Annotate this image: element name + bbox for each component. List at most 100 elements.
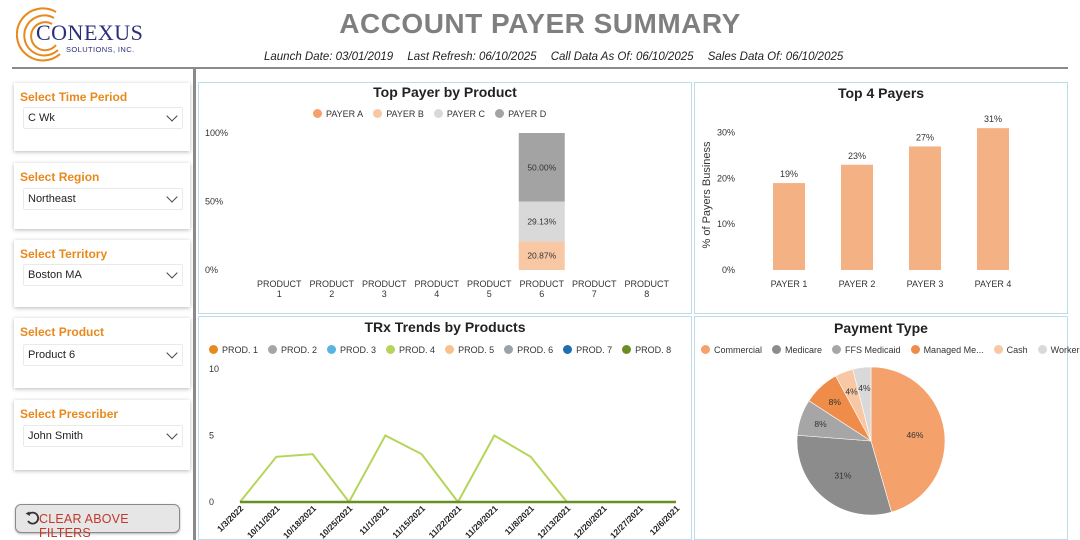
dropdown-value: Boston MA bbox=[28, 269, 82, 281]
trx-title: TRx Trends by Products bbox=[364, 319, 526, 335]
sales-data-date: Sales Data Of: 06/10/2025 bbox=[707, 51, 844, 63]
pie-data-label: 46% bbox=[906, 430, 923, 440]
legend-item[interactable]: PAYER B bbox=[373, 109, 424, 119]
y-tick-label: 10 bbox=[209, 364, 219, 374]
filter-label: Select Territory bbox=[20, 247, 108, 261]
chevron-down-icon bbox=[166, 191, 178, 203]
x-tick-label: 5 bbox=[487, 289, 492, 299]
top-payer-title: Top Payer by Product bbox=[373, 84, 517, 100]
legend-item[interactable]: PROD. 3 bbox=[327, 345, 376, 355]
legend-label: Commercial bbox=[714, 345, 763, 355]
y-tick-label: 30% bbox=[717, 128, 735, 138]
legend-dot-icon bbox=[832, 345, 842, 354]
legend-dot-icon bbox=[373, 109, 383, 118]
legend-item[interactable]: PROD. 1 bbox=[209, 345, 258, 355]
x-tick-label: 12/27/2021 bbox=[608, 503, 645, 540]
x-tick-label: 11/8/2021 bbox=[503, 503, 537, 537]
legend-item[interactable]: Cash bbox=[993, 345, 1028, 355]
x-tick-label: 11/15/2021 bbox=[390, 503, 427, 540]
x-tick-label: PAYER 3 bbox=[907, 279, 944, 289]
legend-dot-icon bbox=[268, 345, 278, 354]
x-tick-label: 10/18/2021 bbox=[281, 503, 318, 540]
last-refresh: Last Refresh: 06/10/2025 bbox=[407, 51, 537, 63]
legend-dot-icon bbox=[910, 345, 920, 354]
legend-label: Cash bbox=[1006, 345, 1028, 355]
legend-dot-icon bbox=[504, 345, 514, 354]
legend-item[interactable]: FFS Medicaid bbox=[832, 345, 901, 355]
legend-item[interactable]: Workers ... bbox=[1037, 345, 1080, 355]
legend-dot-icon bbox=[209, 345, 218, 354]
legend-dot-icon bbox=[433, 109, 443, 118]
x-tick-label: PAYER 2 bbox=[839, 279, 876, 289]
series-line bbox=[239, 434, 676, 504]
legend-label: FFS Medicaid bbox=[845, 345, 901, 355]
legend-dot-icon bbox=[445, 345, 455, 354]
x-tick-label: 4 bbox=[434, 289, 439, 299]
dropdown-value: Product 6 bbox=[28, 349, 76, 361]
y-tick-label: 10% bbox=[717, 219, 735, 229]
data-dates-line: Launch Date: 03/01/2019 Last Refresh: 06… bbox=[264, 51, 854, 63]
legend-dot-icon bbox=[327, 345, 337, 354]
payment-title: Payment Type bbox=[834, 320, 928, 336]
legend-item[interactable]: Commercial bbox=[701, 345, 762, 355]
bar-data-label: 27% bbox=[916, 132, 934, 142]
pie-data-label: 4% bbox=[858, 383, 871, 393]
filter-label: Select Region bbox=[20, 170, 100, 184]
legend-label: Managed Me... bbox=[923, 345, 984, 355]
legend-item[interactable]: PAYER A bbox=[313, 109, 363, 119]
product-dropdown[interactable]: Product 6 bbox=[23, 344, 183, 366]
trx-chart: 0 5 10 1/3/2022 10/11/2021 10/18/2021 10/25/20… bbox=[209, 364, 682, 540]
legend-item[interactable]: PROD. 4 bbox=[386, 345, 435, 355]
legend-label: PROD. 7 bbox=[576, 345, 613, 355]
company-logo: CONEXUS SOLUTIONS, INC. bbox=[14, 4, 164, 64]
filter-label: Select Product bbox=[20, 325, 105, 339]
dropdown-value: John Smith bbox=[28, 430, 84, 442]
legend-item[interactable]: PAYER D bbox=[495, 109, 546, 119]
pie-data-label: 31% bbox=[834, 470, 851, 480]
legend-item[interactable]: PAYER C bbox=[433, 109, 485, 119]
payment-chart: 46%31%8%8%4% 4% bbox=[796, 366, 946, 516]
legend-dot-icon bbox=[495, 109, 505, 118]
y-tick-label: 100% bbox=[205, 128, 228, 138]
legend-item[interactable]: PROD. 7 bbox=[563, 345, 612, 355]
x-tick-label: 12/6/2021 bbox=[648, 503, 682, 537]
legend-label: PROD. 4 bbox=[399, 345, 436, 355]
legend-label: PROD. 8 bbox=[635, 345, 672, 355]
territory-dropdown[interactable]: Boston MA bbox=[23, 264, 183, 286]
filter-product: Select Product Product 6 bbox=[14, 318, 190, 388]
chevron-down-icon bbox=[166, 267, 178, 279]
clear-filters-button[interactable]: CLEAR ABOVE FILTERS bbox=[15, 504, 180, 540]
x-tick-label: 12/20/2021 bbox=[572, 503, 609, 540]
legend-dot-icon bbox=[772, 345, 782, 354]
legend-item[interactable]: PROD. 5 bbox=[445, 345, 494, 355]
x-tick-label: PAYER 1 bbox=[771, 279, 808, 289]
top4-panel: Top 4 Payers 0% 10% 20% 30% % of Payers Busi… bbox=[694, 82, 1068, 314]
x-tick-label: PRODUCT bbox=[257, 279, 302, 289]
prescriber-dropdown[interactable]: John Smith bbox=[23, 425, 183, 447]
legend-dot-icon bbox=[993, 345, 1003, 354]
legend-item[interactable]: Medicare bbox=[772, 345, 822, 355]
x-tick-label: PRODUCT bbox=[310, 279, 355, 289]
x-tick-label: 7 bbox=[592, 289, 597, 299]
region-dropdown[interactable]: Northeast bbox=[23, 188, 183, 210]
trx-legend: PROD. 1 PROD. 2 PROD. 3 PROD. 4 PROD. 5 PROD.… bbox=[209, 345, 681, 355]
clear-filters-label: CLEAR ABOVE FILTERS bbox=[39, 512, 129, 540]
x-tick-label: 1 bbox=[277, 289, 282, 299]
top4-title: Top 4 Payers bbox=[837, 85, 925, 101]
legend-item[interactable]: PROD. 6 bbox=[504, 345, 553, 355]
x-tick-label: PAYER 4 bbox=[975, 279, 1012, 289]
time-period-dropdown[interactable]: C Wk bbox=[23, 107, 183, 129]
legend-item[interactable]: Managed Me... bbox=[910, 345, 984, 355]
legend-item[interactable]: PROD. 8 bbox=[622, 345, 671, 355]
legend-label: PROD. 1 bbox=[222, 345, 259, 355]
x-tick-label: 11/29/2021 bbox=[463, 503, 500, 540]
bar bbox=[841, 164, 873, 270]
chevron-down-icon bbox=[166, 428, 178, 440]
legend-label: PAYER B bbox=[386, 109, 424, 119]
x-tick-label: PRODUCT bbox=[625, 279, 670, 289]
bar bbox=[977, 128, 1009, 270]
legend-dot-icon bbox=[622, 345, 632, 354]
legend-item[interactable]: PROD. 2 bbox=[268, 345, 317, 355]
bar-data-label: 29.13% bbox=[527, 216, 556, 226]
logo-rings-icon bbox=[16, 7, 61, 62]
